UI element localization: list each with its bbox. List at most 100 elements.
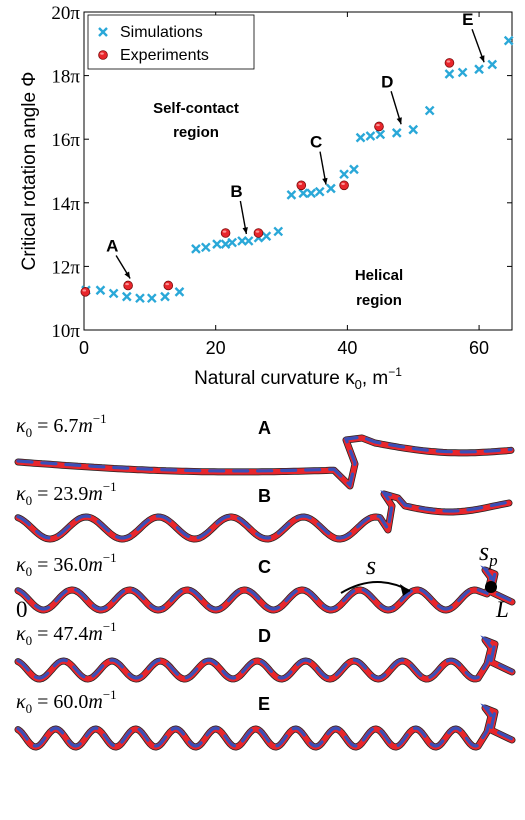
legend-box [87, 14, 255, 70]
rod-blue-strand [16, 490, 511, 540]
legend-marker-experiments [98, 50, 108, 60]
simulation-point [339, 169, 349, 180]
rod-blue-strand [16, 635, 514, 680]
experiment-point [339, 180, 349, 191]
x-tick-label: 60 [469, 338, 489, 358]
simulation-point [349, 164, 359, 175]
annotation-label-c: C [310, 133, 322, 152]
legend-dot [98, 50, 108, 60]
arc-length-label: s [366, 551, 376, 580]
region-label-helical: Helical [355, 267, 403, 284]
simulation-point [365, 131, 376, 141]
simulation-point [146, 293, 157, 304]
y-tick-label: 18π [51, 67, 80, 88]
annotation-label-b: B [230, 182, 242, 201]
rod-curvature-label: κ0 = 6.7m−1 [16, 411, 107, 440]
simulation-point [95, 285, 106, 296]
chart: 0 20 40 60 10π 12π 14π 16π 18π 20π A B C D E Self-co… [19, 3, 514, 392]
annotation-label-e: E [462, 10, 473, 29]
sp-label: sp [479, 537, 498, 570]
rod-curvature-label: κ0 = 60.0m−1 [16, 687, 117, 716]
simulation-point [160, 291, 170, 302]
rod-curvature-label: κ0 = 36.0m−1 [16, 550, 117, 579]
rod-red-strand [15, 435, 514, 489]
simulation-point [326, 183, 336, 194]
experiment-point [163, 280, 174, 291]
simulation-point [408, 124, 419, 135]
rod-blue-strand [16, 703, 514, 748]
annotation-arrowhead [479, 55, 485, 63]
plot-frame [83, 11, 513, 331]
simulation-point [108, 288, 119, 299]
annotation-arrowhead [242, 227, 248, 234]
simulation-point [273, 226, 284, 237]
annotation-label-a: A [106, 236, 118, 255]
experiment-point [444, 58, 455, 68]
x-tick-label: 0 [79, 338, 89, 358]
rod-c-labels: s sp 0 L [16, 537, 509, 622]
y-tick-label: 20π [51, 3, 80, 24]
rod-letter-e: E [258, 694, 270, 714]
rod-shadow [14, 434, 515, 490]
rod-letter-b: B [258, 486, 271, 506]
region-label-self-contact: Self-contact [153, 100, 239, 117]
simulation-point [121, 291, 132, 302]
legend-marker-simulations [98, 27, 108, 37]
simulation-point [444, 69, 455, 79]
annotation-arrowhead [396, 117, 402, 125]
annotation-label-d: D [381, 72, 393, 91]
legend-label-experiments: Experiments [120, 47, 209, 64]
experiment-point [253, 228, 264, 238]
simulation-point [298, 188, 309, 199]
simulation-point [200, 242, 211, 253]
simulation-point [261, 231, 272, 242]
simulation-point [474, 64, 484, 75]
experiment-series [80, 58, 455, 297]
rod-d: κ0 = 47.4m−1 D [14, 619, 516, 683]
simulation-point [457, 67, 468, 78]
x-tick-label: 40 [337, 338, 357, 358]
simulation-point [375, 129, 386, 140]
x-axis: 0 20 40 60 [79, 12, 489, 358]
end-label: L [495, 597, 509, 622]
simulation-point [314, 186, 325, 197]
rod-c: κ0 = 36.0m−1 C [14, 550, 516, 614]
x-axis-label: Natural curvature κ0, m−1 [194, 365, 402, 392]
rod-b: κ0 = 23.9m−1 B [14, 479, 513, 543]
experiment-point [296, 180, 307, 191]
contact-point-marker [485, 581, 497, 593]
annotations: A B C D E [106, 10, 485, 279]
rod-letter-d: D [258, 626, 271, 646]
simulation-point [355, 132, 366, 143]
rod-letter-c: C [258, 557, 271, 577]
simulation-point [391, 127, 402, 138]
simulation-point [487, 59, 498, 70]
start-label: 0 [16, 597, 28, 622]
y-axis: 10π 12π 14π 16π 18π 20π [51, 3, 512, 342]
y-tick-label: 12π [51, 257, 80, 278]
rod-e: κ0 = 60.0m−1 E [14, 687, 516, 751]
simulation-point [212, 239, 222, 249]
rod-configurations: κ0 = 6.7m−1 Aκ0 = 23.9m−1 B κ0 = 36.0m−1 Cκ0… [14, 411, 516, 751]
experiment-point [80, 287, 91, 297]
experiment-point [123, 280, 133, 291]
annotation-arrowhead [124, 271, 131, 279]
y-tick-label: 10π [51, 321, 80, 342]
rod-letter-a: A [258, 418, 271, 438]
experiment-point [220, 228, 231, 238]
arc-arrowhead [400, 584, 410, 596]
simulation-point [220, 239, 231, 249]
y-tick-label: 16π [51, 130, 80, 151]
legend-cross [98, 27, 108, 37]
y-axis-label: Critical rotation angle Φ [19, 72, 40, 271]
rod-curvature-label: κ0 = 47.4m−1 [16, 619, 117, 648]
annotation-arrowhead [322, 177, 328, 185]
rod-blue-strand [16, 565, 514, 611]
simulation-point [286, 190, 297, 200]
simulation-point [306, 188, 317, 199]
simulation-series [81, 35, 514, 304]
y-tick-label: 14π [51, 194, 80, 215]
legend: Simulations Experiments [87, 14, 255, 70]
